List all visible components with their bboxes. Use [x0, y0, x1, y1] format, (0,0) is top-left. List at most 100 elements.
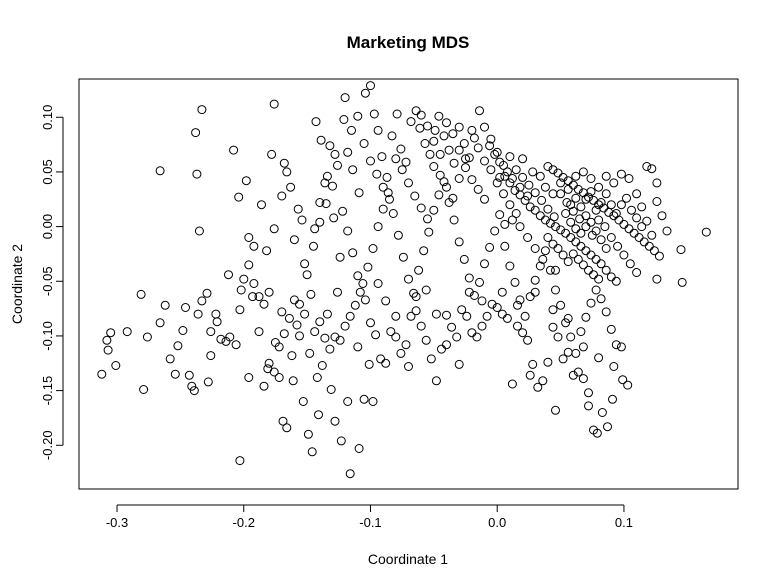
data-point: [490, 149, 500, 159]
data-point: [155, 318, 165, 328]
data-point: [524, 180, 534, 190]
data-point: [414, 265, 424, 275]
data-point: [404, 178, 413, 188]
data-point: [556, 189, 566, 199]
data-point: [502, 313, 512, 323]
data-point: [551, 265, 560, 275]
data-point: [279, 329, 289, 339]
data-point: [410, 191, 420, 201]
data-point: [576, 241, 586, 251]
data-point: [434, 190, 444, 200]
data-point: [387, 131, 397, 141]
data-point: [416, 110, 426, 120]
data-point: [234, 192, 244, 202]
data-point: [642, 162, 652, 171]
data-point: [391, 332, 401, 342]
data-point: [360, 88, 370, 98]
data-point: [571, 193, 581, 203]
data-point: [492, 178, 502, 188]
data-point: [343, 147, 353, 157]
data-point: [676, 245, 686, 255]
data-point: [530, 244, 540, 253]
y-tick-label: -0.05: [40, 266, 55, 296]
data-point: [523, 233, 533, 242]
data-point: [495, 172, 505, 182]
data-point: [548, 189, 558, 199]
data-point: [652, 197, 662, 206]
data-point: [558, 172, 568, 182]
data-point: [601, 265, 611, 275]
data-point: [340, 321, 350, 331]
data-point: [406, 117, 416, 127]
data-point: [578, 374, 588, 384]
data-point: [404, 274, 413, 284]
data-point: [584, 192, 593, 202]
data-point: [624, 224, 634, 234]
data-point: [530, 205, 540, 215]
data-point: [385, 194, 394, 204]
data-point: [486, 134, 496, 144]
data-point: [309, 241, 318, 251]
data-point: [540, 246, 550, 256]
data-point: [502, 167, 512, 177]
data-point: [369, 109, 379, 119]
data-point: [340, 93, 350, 103]
data-point: [284, 313, 294, 323]
data-point: [339, 115, 349, 124]
data-point: [613, 241, 623, 251]
data-point: [383, 188, 393, 198]
data-point: [553, 244, 563, 253]
data-point: [642, 216, 652, 226]
data-point: [372, 169, 382, 179]
data-point: [353, 271, 363, 281]
data-point: [426, 354, 436, 364]
data-point: [461, 154, 470, 164]
data-point: [475, 106, 484, 116]
data-point: [586, 217, 596, 227]
data-point: [563, 184, 573, 194]
data-point: [312, 373, 322, 382]
data-point: [216, 334, 226, 344]
data-point: [373, 222, 383, 232]
data-point: [618, 375, 628, 385]
data-point: [586, 174, 596, 183]
data-point: [343, 397, 353, 406]
data-point: [543, 204, 553, 214]
data-point: [295, 299, 304, 309]
y-tick-label: 0.10: [40, 105, 55, 130]
data-point: [632, 213, 642, 223]
data-point: [279, 158, 289, 168]
data-point: [359, 394, 369, 404]
data-point: [477, 296, 487, 306]
data-point: [373, 125, 383, 135]
data-point: [429, 205, 439, 215]
data-point: [333, 160, 342, 170]
y-axis: -0.20 -0.15 -0.10 -0.05 0.00 0.05 0.10: [40, 105, 64, 460]
data-point: [289, 295, 299, 305]
data-point: [596, 235, 606, 245]
data-point: [335, 335, 345, 345]
data-point: [343, 226, 353, 236]
data-point: [596, 198, 606, 207]
data-point: [487, 299, 497, 309]
data-point: [563, 257, 573, 267]
data-point: [381, 296, 391, 306]
data-point: [497, 309, 507, 319]
data-point: [480, 259, 489, 269]
data-point: [507, 379, 517, 389]
x-axis-label: Coordinate 1: [368, 551, 448, 567]
data-point: [467, 175, 477, 185]
data-point: [548, 165, 558, 175]
data-point: [573, 254, 583, 264]
x-tick-label: 0.0: [488, 515, 506, 530]
data-point: [556, 178, 566, 188]
data-point: [442, 118, 451, 128]
data-point: [623, 380, 633, 390]
data-point: [467, 328, 477, 338]
data-point: [581, 211, 591, 221]
y-axis-label: Coordinate 2: [9, 244, 25, 324]
data-point: [447, 322, 457, 332]
data-point: [325, 141, 335, 151]
data-point: [322, 309, 332, 319]
